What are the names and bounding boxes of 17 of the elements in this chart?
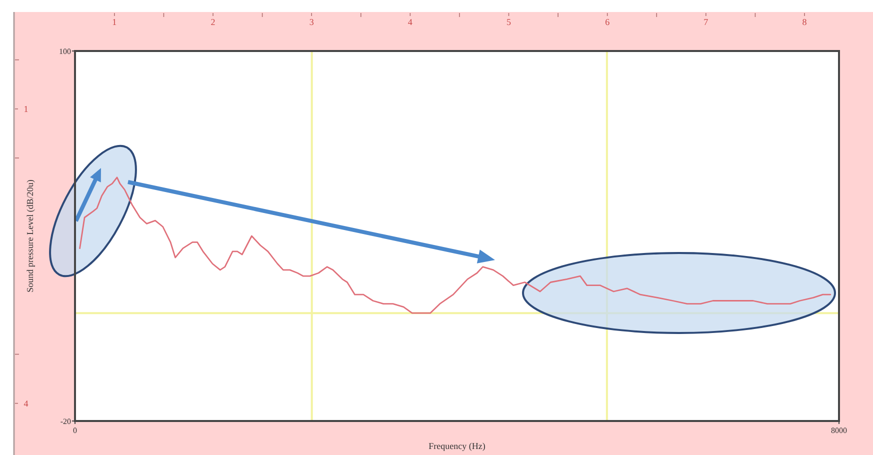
x2-tick-label: 7 <box>704 17 709 27</box>
x2-tick-label: 3 <box>309 17 314 27</box>
x2-tick-label: 2 <box>210 17 216 27</box>
x2-tick-label: 4 <box>408 17 413 27</box>
y-axis-title: Sound pressure Level (dB/20u) <box>25 180 35 292</box>
x-axis-title: Frequency (Hz) <box>428 441 486 451</box>
x2-tick-label: 6 <box>605 17 610 27</box>
y3-tick-label: 1 <box>24 104 28 114</box>
y-tick-label: 100 <box>59 46 71 56</box>
x-tick-label: 0 <box>73 426 77 435</box>
x2-tick-label: 1 <box>112 17 117 27</box>
y3-tick-label: 4 <box>24 398 29 408</box>
y-tick-label: -20 <box>60 416 71 426</box>
line-series <box>79 176 832 314</box>
x2-tick-label: 5 <box>506 17 512 27</box>
x-tick-label: 8000 <box>831 426 847 435</box>
x2-tick-label: 8 <box>802 17 808 27</box>
